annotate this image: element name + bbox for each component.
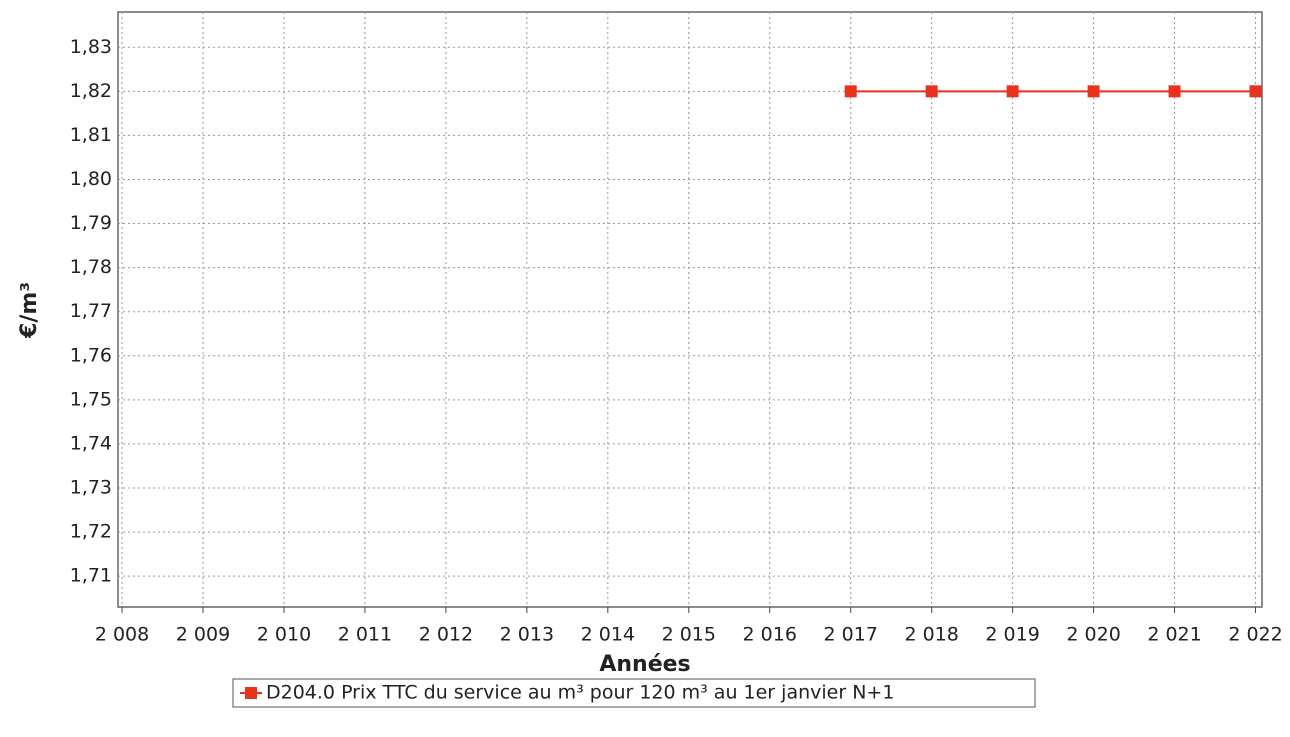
y-tick-label: 1,83	[70, 36, 112, 58]
point-marker	[1168, 85, 1181, 98]
x-tick-label: 2 010	[257, 624, 311, 646]
point-marker	[1006, 85, 1019, 98]
x-tick-label: 2 008	[95, 624, 149, 646]
x-tick-label: 2 009	[176, 624, 230, 646]
x-tick-label: 2 015	[662, 624, 716, 646]
x-tick-label: 2 019	[985, 624, 1039, 646]
x-tick-label: 2 017	[824, 624, 878, 646]
point-marker	[1249, 85, 1262, 98]
y-tick-label: 1,71	[70, 565, 112, 587]
x-tick-label: 2 011	[338, 624, 392, 646]
y-tick-label: 1,74	[70, 432, 112, 454]
legend-label: D204.0 Prix TTC du service au m³ pour 12…	[266, 682, 894, 704]
plot-area	[117, 11, 1263, 608]
y-axis-label: €/m³	[17, 282, 42, 339]
y-tick-label: 1,72	[70, 521, 112, 543]
y-tick-label: 1,80	[70, 168, 112, 190]
x-tick-label: 2 018	[904, 624, 958, 646]
x-tick-label: 2 020	[1066, 624, 1120, 646]
y-tick-label: 1,76	[70, 344, 112, 366]
point-marker	[925, 85, 938, 98]
x-axis-label: Années	[599, 652, 690, 677]
y-tick-label: 1,79	[70, 212, 112, 234]
point-marker	[1087, 85, 1100, 98]
y-tick-label: 1,78	[70, 256, 112, 278]
y-tick-label: 1,82	[70, 80, 112, 102]
y-tick-label: 1,75	[70, 388, 112, 410]
x-tick-label: 2 012	[419, 624, 473, 646]
x-tick-label: 2 016	[743, 624, 797, 646]
point-marker	[844, 85, 857, 98]
legend-marker	[245, 687, 257, 699]
y-tick-label: 1,81	[70, 124, 112, 146]
x-tick-label: 2 014	[581, 624, 635, 646]
x-tick-label: 2 021	[1147, 624, 1201, 646]
y-tick-label: 1,73	[70, 477, 112, 499]
x-tick-label: 2 022	[1228, 624, 1282, 646]
legend-box	[232, 678, 1036, 708]
y-tick-label: 1,77	[70, 300, 112, 322]
x-tick-label: 2 013	[500, 624, 554, 646]
